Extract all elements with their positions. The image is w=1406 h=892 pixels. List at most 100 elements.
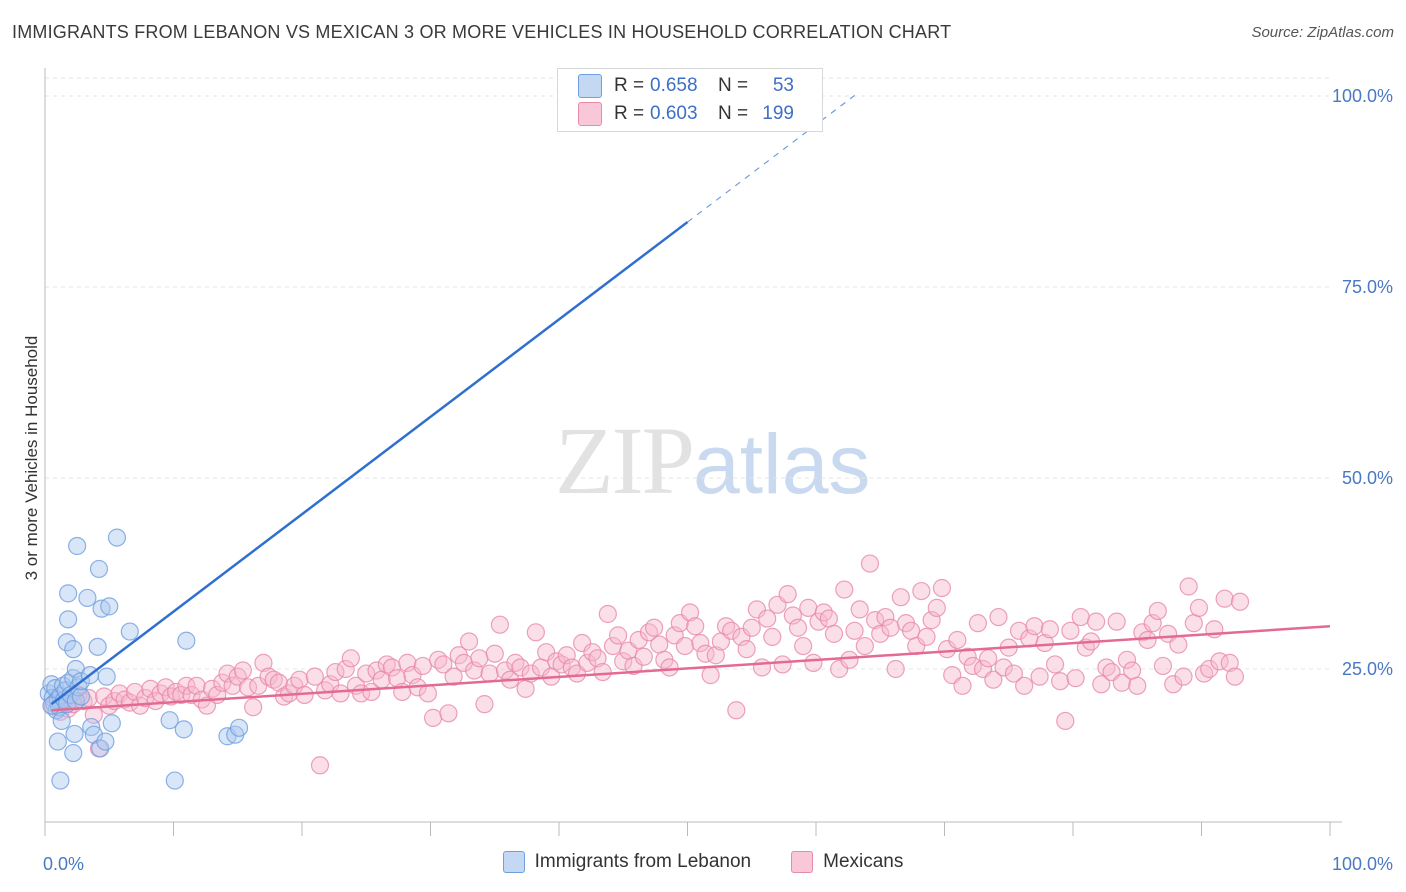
- mexicans-point: [475, 695, 494, 714]
- mexicans-point: [1117, 650, 1137, 669]
- mexicans-point: [1092, 675, 1111, 694]
- mexicans-point: [901, 621, 921, 640]
- mexicans-point: [444, 667, 463, 686]
- mexicans-point: [511, 658, 530, 677]
- mexicans-point: [336, 659, 355, 679]
- mexicans-point: [1066, 669, 1085, 688]
- mexicans-point: [1215, 589, 1234, 608]
- mexicans-point: [470, 649, 489, 668]
- lebanon-point: [174, 720, 193, 739]
- mexicans-point: [706, 646, 725, 665]
- legend-item-mexicans[interactable]: Mexicans: [791, 851, 903, 873]
- mexicans-point: [1179, 577, 1198, 596]
- mexicans-point: [850, 600, 869, 619]
- mexicans-point: [254, 653, 273, 672]
- mexicans-point: [1174, 667, 1193, 686]
- mexicans-point: [1200, 659, 1219, 679]
- mexicans-point: [495, 661, 515, 680]
- mexicans-point: [1230, 592, 1250, 611]
- lebanon-point: [65, 724, 84, 744]
- mexicans-point: [644, 618, 664, 637]
- legend-row-mexicans: R = 0.603 N = 199: [578, 101, 794, 127]
- mexicans-point: [480, 664, 499, 683]
- mexicans-point: [824, 624, 844, 643]
- mexicans-point: [804, 653, 823, 672]
- mexicans-point: [1015, 676, 1034, 695]
- mexicans-point: [516, 679, 535, 698]
- mexicans-point: [1169, 635, 1188, 654]
- mexicans-point: [223, 676, 242, 695]
- mexicans-point: [1164, 675, 1183, 694]
- mexicans-point: [598, 604, 617, 624]
- mexicans-point: [629, 630, 648, 650]
- mexicans-point: [1138, 630, 1157, 650]
- mexicans-point: [1030, 667, 1049, 686]
- mexicans-point: [675, 636, 695, 656]
- mexicans-point: [310, 756, 330, 775]
- lebanon-trend-line: [50, 221, 689, 706]
- r-value: 0.658: [650, 75, 698, 96]
- mexicans-point: [326, 662, 345, 682]
- mexicans-point: [866, 611, 885, 630]
- mexicans-point: [686, 617, 705, 636]
- mexicans-point: [809, 612, 828, 631]
- mexicans-point: [1035, 633, 1054, 653]
- mexicans-point: [881, 618, 900, 637]
- mexicans-point: [680, 603, 700, 622]
- mexicans-point: [871, 624, 890, 643]
- mexicans-point: [958, 647, 977, 666]
- lebanon-point: [177, 631, 196, 650]
- mexicans-point: [1051, 672, 1070, 691]
- mexicans-point: [244, 698, 263, 717]
- mexicans-point: [357, 664, 376, 683]
- mexicans-point: [968, 614, 988, 633]
- mexicans-point: [948, 630, 967, 650]
- mexicans-point: [742, 618, 761, 637]
- mexicans-point: [459, 632, 479, 651]
- mexicans-point: [1153, 656, 1173, 676]
- n-value: 53: [772, 75, 794, 96]
- lebanon-point: [57, 633, 76, 652]
- mexicans-point: [362, 682, 381, 702]
- mexicans-point: [1056, 711, 1075, 731]
- mexicans-point: [305, 667, 324, 686]
- mexicans-point: [932, 578, 952, 598]
- mexicans-point: [701, 666, 720, 685]
- mexicans-point: [634, 647, 653, 666]
- lebanon-point: [71, 687, 91, 706]
- lebanon-point: [78, 588, 97, 608]
- mexicans-point: [1071, 607, 1090, 627]
- mexicans-point: [264, 670, 283, 689]
- mexicans-point: [290, 670, 309, 689]
- mexicans-point: [788, 618, 808, 637]
- mexicans-point: [115, 690, 134, 709]
- lebanon-point: [160, 711, 179, 730]
- mexicans-point: [1148, 601, 1167, 621]
- mexicans-point: [953, 676, 972, 695]
- mexicans-point: [1189, 598, 1209, 617]
- lebanon-point: [97, 667, 116, 686]
- mexicans-point: [989, 607, 1008, 627]
- lebanon-point: [96, 732, 115, 751]
- mexicans-point: [259, 667, 278, 686]
- mexicans-point: [573, 633, 592, 653]
- mexicans-point: [912, 581, 931, 601]
- mexicans-point: [439, 704, 458, 723]
- lebanon-point: [68, 536, 87, 556]
- mexicans-point: [927, 598, 946, 617]
- y-tick-label: 50.0%: [1342, 468, 1393, 488]
- mexicans-point: [727, 701, 746, 720]
- mexicans-point: [763, 627, 782, 647]
- chart-title: IMMIGRANTS FROM LEBANON VS MEXICAN 3 OR …: [12, 22, 952, 42]
- series-legend: Immigrants from Lebanon Mexicans: [0, 851, 1406, 873]
- mexicans-point: [95, 687, 114, 706]
- mexicans-point: [840, 650, 859, 669]
- legend-item-lebanon[interactable]: Immigrants from Lebanon: [502, 851, 751, 873]
- mexicans-point: [855, 636, 874, 656]
- mexicans-point: [778, 585, 797, 604]
- mexicans-point: [341, 649, 360, 668]
- mexicans-point: [747, 600, 766, 619]
- lebanon-point: [64, 743, 83, 763]
- mexicans-point: [773, 655, 792, 674]
